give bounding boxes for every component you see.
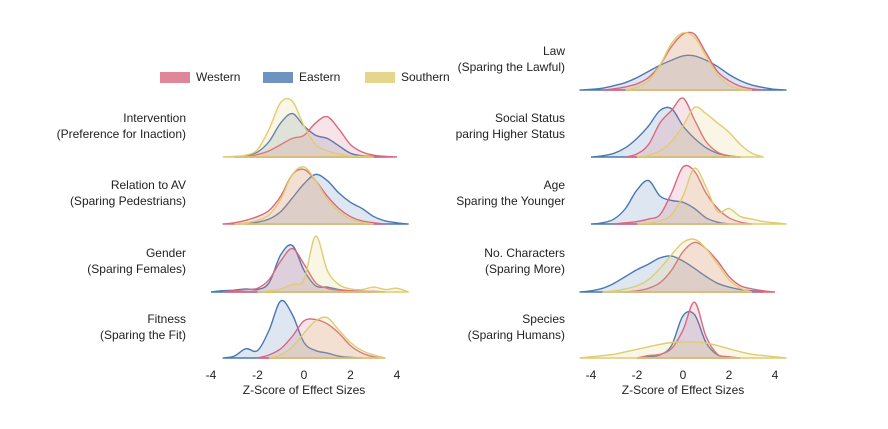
x-tick-label: -2	[252, 368, 263, 382]
legend-swatch	[263, 72, 293, 83]
row-label: (Sparing More)	[485, 262, 565, 276]
x-tick-label: 2	[726, 368, 733, 382]
density-area	[625, 31, 753, 91]
density-area	[579, 54, 787, 91]
row-label: paring Higher Status	[456, 127, 565, 141]
x-tick-label: -4	[206, 368, 217, 382]
legend-label: Southern	[401, 70, 450, 84]
legend-swatch	[160, 72, 190, 83]
x-tick-label: 4	[772, 368, 779, 382]
density-area	[636, 106, 764, 158]
density-area	[257, 318, 386, 359]
legend-label: Western	[196, 70, 240, 84]
row-label: (Sparing Females)	[87, 262, 186, 276]
row-label: Social Status	[495, 111, 565, 125]
row-label: (Sparing Pedestrians)	[70, 194, 186, 208]
x-axis-label: Z-Score of Effect Sizes	[243, 383, 366, 397]
row-label: Species	[522, 312, 565, 326]
density-area	[222, 97, 374, 158]
density-area	[222, 299, 363, 359]
x-tick-label: -4	[586, 368, 597, 382]
row-label: (Sparing Humans)	[468, 328, 565, 342]
x-tick-label: -2	[632, 368, 643, 382]
row-label: (Sparing the Fit)	[100, 328, 186, 342]
x-tick-label: 4	[394, 368, 401, 382]
legend-label: Eastern	[299, 70, 340, 84]
density-area	[625, 241, 776, 293]
density-area	[590, 106, 741, 158]
row-label: Sparing the Younger	[456, 194, 565, 208]
row-label: Fitness	[147, 312, 186, 326]
x-tick-label: 0	[301, 368, 308, 382]
density-area	[636, 301, 741, 359]
density-area	[257, 235, 409, 293]
row-label: Law	[543, 44, 565, 58]
density-area	[579, 341, 787, 359]
density-area	[579, 255, 764, 293]
density-area	[602, 31, 764, 91]
row-label: No. Characters	[484, 246, 565, 260]
row-label: (Sparing the Lawful)	[458, 60, 565, 74]
row-label: Age	[544, 178, 566, 192]
row-label: (Preference for Inaction)	[57, 127, 186, 141]
density-area	[590, 179, 730, 225]
density-area	[268, 316, 386, 359]
row-label: Relation to AV	[111, 178, 186, 192]
legend-swatch	[365, 72, 395, 83]
density-area	[234, 115, 398, 158]
row-label: Gender	[146, 246, 186, 260]
row-label: Intervention	[123, 111, 186, 125]
x-tick-label: 0	[680, 368, 687, 382]
x-axis-label: Z-Score of Effect Sizes	[622, 383, 745, 397]
x-tick-label: 2	[347, 368, 354, 382]
density-area	[602, 238, 753, 293]
density-area	[222, 168, 386, 225]
density-area	[234, 166, 374, 225]
density-area	[625, 97, 741, 158]
density-area	[636, 167, 787, 225]
